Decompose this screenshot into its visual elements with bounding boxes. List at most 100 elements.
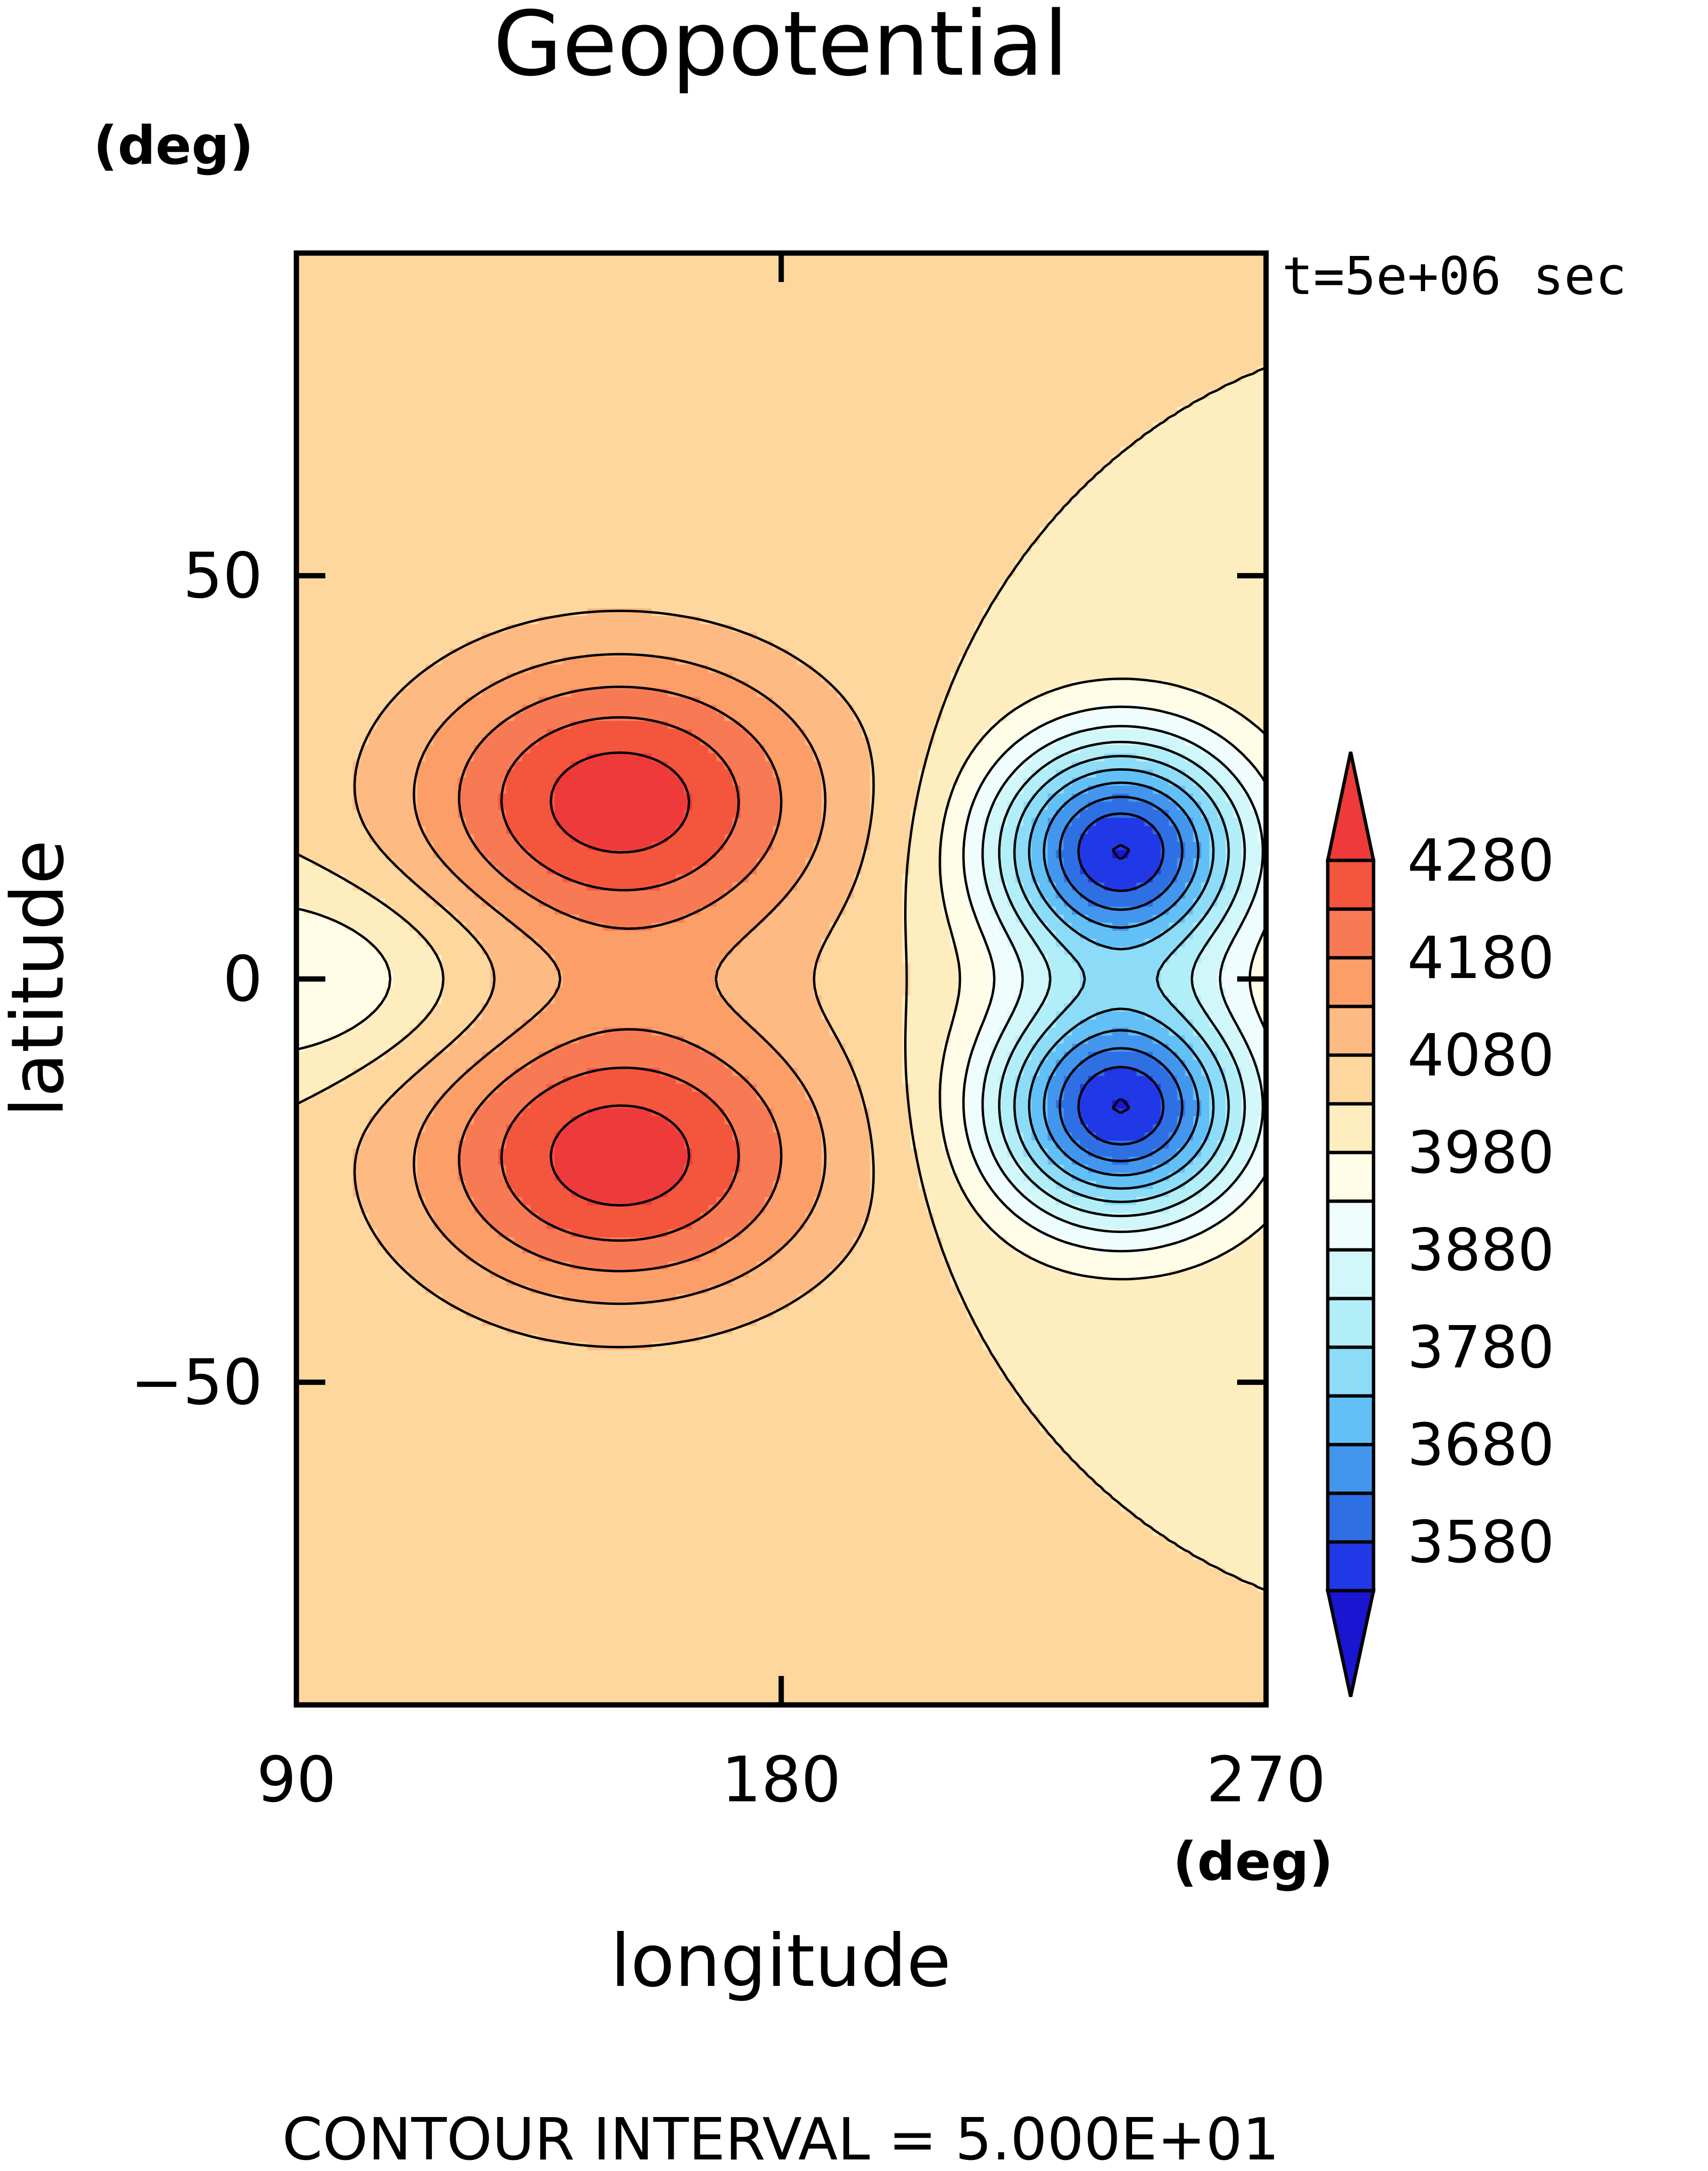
contour-cell [1120, 1535, 1129, 1544]
contour-cell [837, 1664, 846, 1673]
contour-cell [579, 1656, 588, 1665]
contour-cell [886, 1664, 895, 1673]
contour-cell [595, 1672, 604, 1681]
contour-cell [732, 1487, 741, 1496]
contour-cell [547, 1535, 556, 1544]
contour-cell [748, 1535, 758, 1544]
contour-cell [369, 1616, 378, 1625]
contour-cell [869, 1689, 879, 1697]
contour-cell [829, 1616, 838, 1625]
contour-cell [991, 1487, 1000, 1496]
contour-cell [320, 1454, 329, 1463]
contour-cell [869, 1479, 879, 1488]
contour-cell [587, 1390, 596, 1399]
contour-cell [643, 1422, 653, 1431]
contour-cell [385, 1414, 394, 1423]
contour-cell [732, 1656, 741, 1665]
contour-cell [1023, 1600, 1032, 1608]
contour-cell [781, 1575, 790, 1584]
contour-cell [393, 1438, 402, 1447]
contour-cell [1225, 1656, 1234, 1665]
contour-cell [562, 1454, 572, 1463]
contour-cell [1023, 1487, 1032, 1496]
contour-cell [918, 1438, 927, 1447]
contour-cell [482, 1624, 491, 1633]
contour-cell [716, 1689, 725, 1697]
contour-cell [837, 1462, 846, 1472]
contour-cell [522, 1422, 531, 1431]
contour-cell [1233, 1583, 1242, 1593]
contour-cell [304, 1471, 313, 1479]
contour-cell [433, 1462, 442, 1472]
contour-cell [813, 1664, 822, 1673]
contour-cell [1088, 1543, 1097, 1552]
contour-cell [562, 1430, 572, 1439]
contour-cell [757, 1519, 765, 1528]
contour-cell [336, 1575, 346, 1584]
contour-cell [1145, 1495, 1153, 1504]
contour-cell [522, 1632, 531, 1641]
contour-cell [441, 1374, 451, 1383]
contour-cell [1120, 1583, 1129, 1593]
contour-cell [748, 1374, 758, 1383]
contour-cell [1104, 1503, 1113, 1512]
contour-cell [352, 1535, 361, 1544]
contour-cell [506, 1648, 515, 1657]
contour-cell [336, 1664, 346, 1673]
contour-cell [732, 1592, 741, 1600]
contour-cell [474, 1551, 483, 1560]
contour-cell [304, 1632, 313, 1641]
contour-cell [1161, 1559, 1170, 1568]
contour-cell [1112, 1600, 1121, 1608]
contour-cell [813, 1575, 822, 1584]
contour-cell [974, 1382, 984, 1391]
contour-cell [1193, 1648, 1202, 1657]
contour-cell [457, 1568, 467, 1576]
contour-cell [724, 1471, 733, 1479]
contour-cell [967, 1374, 975, 1383]
contour-cell [312, 1592, 321, 1600]
contour-cell [1112, 1406, 1121, 1415]
contour-cell [708, 1568, 717, 1576]
contour-cell [1112, 1656, 1121, 1665]
contour-cell [1177, 1414, 1186, 1423]
contour-cell [627, 1462, 636, 1472]
contour-cell [1015, 1535, 1024, 1544]
contour-cell [652, 1406, 660, 1415]
contour-cell [667, 1656, 677, 1665]
contour-cell [611, 1382, 620, 1391]
contour-cell [700, 1632, 709, 1641]
contour-cell [757, 1624, 765, 1633]
contour-cell [1112, 1430, 1121, 1439]
contour-cell [450, 1479, 458, 1488]
contour-cell [1169, 1503, 1178, 1512]
contour-cell [369, 1656, 378, 1665]
contour-cell [700, 1495, 709, 1504]
contour-cell [1209, 1592, 1218, 1600]
contour-cell [1193, 1640, 1202, 1649]
contour-cell [360, 1568, 370, 1576]
contour-cell [765, 1559, 774, 1568]
contour-cell [845, 1559, 854, 1568]
contour-cell [417, 1527, 426, 1536]
contour-cell [797, 1511, 806, 1520]
contour-cell [910, 1592, 919, 1600]
contour-cell [894, 1664, 903, 1673]
contour-cell [1040, 1535, 1048, 1544]
contour-cell [974, 1689, 984, 1697]
contour-cell [789, 1672, 798, 1681]
contour-cell [757, 1608, 765, 1617]
contour-cell [765, 1568, 774, 1576]
contour-cell [401, 1608, 410, 1617]
contour-cell [886, 1479, 895, 1488]
contour-cell [360, 1454, 370, 1463]
contour-cell [619, 1689, 628, 1697]
contour-cell [1104, 1390, 1113, 1399]
contour-cell [1169, 1454, 1178, 1463]
contour-cell [1064, 1608, 1073, 1617]
contour-cell [1015, 1648, 1024, 1657]
contour-cell [1040, 1575, 1048, 1584]
contour-cell [587, 1495, 596, 1504]
contour-cell [506, 1438, 515, 1447]
contour-cell [352, 1495, 361, 1504]
